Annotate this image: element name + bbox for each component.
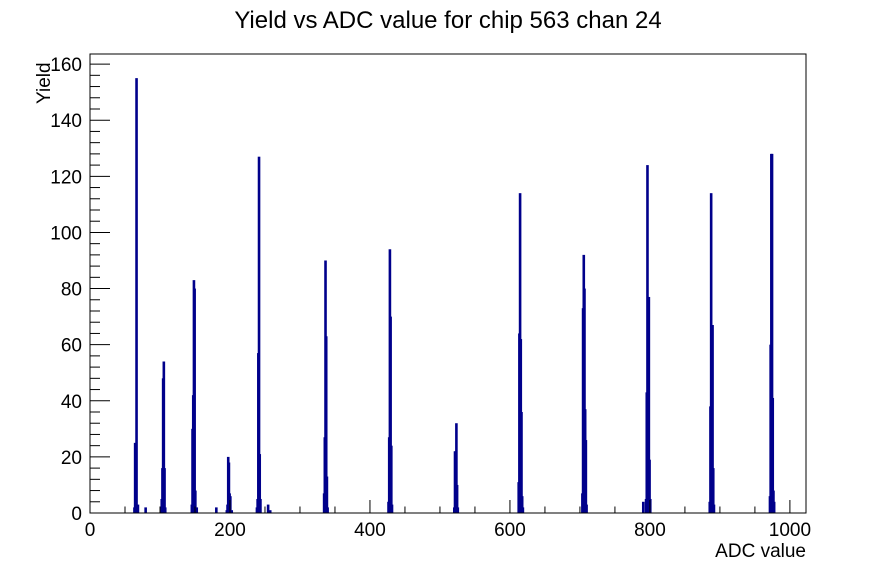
histogram-bar <box>162 361 166 513</box>
y-tick-label: 60 <box>61 336 82 357</box>
histogram-bar <box>227 462 231 513</box>
histogram-bar <box>583 288 586 513</box>
histogram-bar <box>259 498 262 513</box>
histogram-bar <box>772 501 776 513</box>
histogram-bar <box>390 504 394 513</box>
histogram-bar <box>268 510 272 513</box>
y-tick-label: 40 <box>61 392 82 413</box>
x-tick-label: 1000 <box>769 520 811 541</box>
x-tick-label: 400 <box>354 520 386 541</box>
histogram-bar <box>455 423 458 513</box>
histogram-bar <box>230 510 234 513</box>
x-tick-label: 600 <box>494 520 526 541</box>
x-tick-label: 200 <box>214 520 246 541</box>
histogram-bar <box>258 454 262 513</box>
histogram-bar <box>585 504 588 513</box>
plot-frame <box>89 53 807 514</box>
histogram-bar <box>133 442 137 513</box>
histogram-bar <box>648 459 651 513</box>
histogram-bar <box>193 288 196 513</box>
histogram-bar <box>326 507 329 513</box>
histogram-bar <box>195 507 199 513</box>
x-axis-title: ADC value <box>715 541 806 562</box>
y-tick-label: 160 <box>50 55 82 76</box>
histogram-bar <box>520 412 523 513</box>
y-axis-title: Yield <box>34 62 55 104</box>
histogram-bar <box>194 490 197 513</box>
histogram-bar <box>771 397 775 513</box>
y-tick-label: 140 <box>50 111 82 132</box>
histogram-bar <box>456 507 460 513</box>
y-tick-label: 120 <box>50 167 82 188</box>
histogram-bar <box>584 440 588 513</box>
histogram-bar <box>712 504 716 513</box>
histogram-bar <box>163 507 167 513</box>
histogram-bar <box>455 484 459 513</box>
histogram-bar <box>266 504 270 513</box>
histogram-bar <box>389 316 392 513</box>
x-tick-label: 800 <box>634 520 666 541</box>
y-tick-label: 100 <box>50 223 82 244</box>
x-tick-label: 0 <box>85 520 96 541</box>
histogram-bar <box>257 156 261 513</box>
chart-title: Yield vs ADC value for chip 563 chan 24 <box>234 7 662 34</box>
histogram-bar <box>520 496 524 513</box>
histogram-bar <box>135 78 138 513</box>
y-tick-label: 80 <box>61 280 82 301</box>
histogram-bar <box>325 476 329 513</box>
histogram-bar <box>770 153 774 513</box>
histogram-bar <box>390 445 393 513</box>
histogram-bar <box>711 468 715 513</box>
histogram-bar <box>144 507 147 513</box>
y-tick-label: 20 <box>61 448 82 469</box>
histogram-bar <box>711 325 714 513</box>
histogram-bar <box>521 507 525 513</box>
histogram-bar <box>215 507 218 513</box>
histogram-bar <box>641 501 645 513</box>
histogram-bar <box>136 504 140 513</box>
y-tick-label: 0 <box>71 504 82 525</box>
histogram-bar <box>163 468 166 513</box>
histogram-bar <box>647 296 651 513</box>
histogram-bar <box>324 336 328 513</box>
